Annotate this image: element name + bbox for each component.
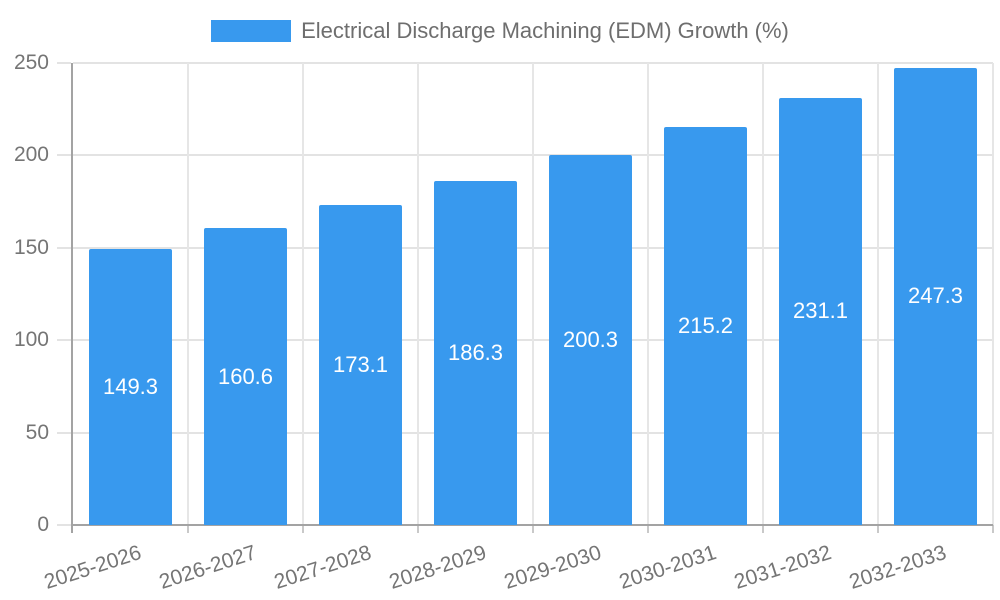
bar[interactable] (319, 205, 402, 525)
y-tick-label: 200 (13, 143, 49, 167)
gridline-vertical (532, 63, 534, 525)
bar[interactable] (664, 127, 747, 525)
bar[interactable] (779, 97, 862, 525)
x-tick-mark (647, 525, 649, 533)
x-tick-mark (417, 525, 419, 533)
bar[interactable] (894, 67, 977, 525)
bar-value-label: 215.2 (677, 313, 734, 339)
bar[interactable] (89, 249, 172, 525)
gridline-vertical (647, 63, 649, 525)
bar-value-label: 173.1 (332, 352, 389, 378)
gridline-vertical (992, 63, 994, 525)
bar[interactable] (434, 180, 517, 525)
bar-value-label: 231.1 (792, 298, 849, 324)
y-tick-mark (57, 431, 71, 434)
y-tick-label: 250 (13, 51, 49, 74)
y-tick-label: 150 (13, 235, 49, 259)
bar-value-label: 160.6 (217, 363, 274, 389)
gridline-vertical (302, 63, 304, 525)
bar-value-label: 186.3 (447, 339, 504, 365)
gridline-vertical (417, 63, 419, 525)
legend-swatch[interactable] (211, 20, 292, 42)
gridline-vertical (762, 63, 764, 525)
x-tick-mark (187, 525, 189, 533)
bar-value-label: 200.3 (562, 326, 619, 352)
bar-value-label: 149.3 (102, 374, 159, 400)
y-axis-line (71, 63, 73, 533)
y-tick-mark (57, 339, 71, 342)
x-tick-mark (762, 525, 764, 533)
y-tick-label: 50 (25, 420, 49, 444)
x-tick-mark (877, 525, 879, 533)
x-tick-mark (302, 525, 304, 533)
y-tick-mark (57, 62, 71, 64)
x-tick-mark (532, 525, 534, 533)
x-axis-line (71, 524, 993, 526)
legend-label: Electrical Discharge Machining (EDM) Gro… (301, 18, 789, 43)
y-tick-mark (57, 524, 71, 526)
gridline-vertical (877, 63, 879, 525)
y-tick-label: 0 (37, 513, 49, 536)
x-tick-mark (992, 525, 994, 533)
y-tick-label: 100 (13, 328, 49, 352)
y-tick-mark (57, 246, 71, 249)
gridline-vertical (187, 63, 189, 525)
bar-value-label: 247.3 (907, 283, 964, 309)
chart-legend[interactable]: Electrical Discharge Machining (EDM) Gro… (0, 18, 1000, 44)
bar[interactable] (549, 154, 632, 525)
y-tick-mark (57, 154, 71, 157)
bar[interactable] (204, 228, 287, 525)
